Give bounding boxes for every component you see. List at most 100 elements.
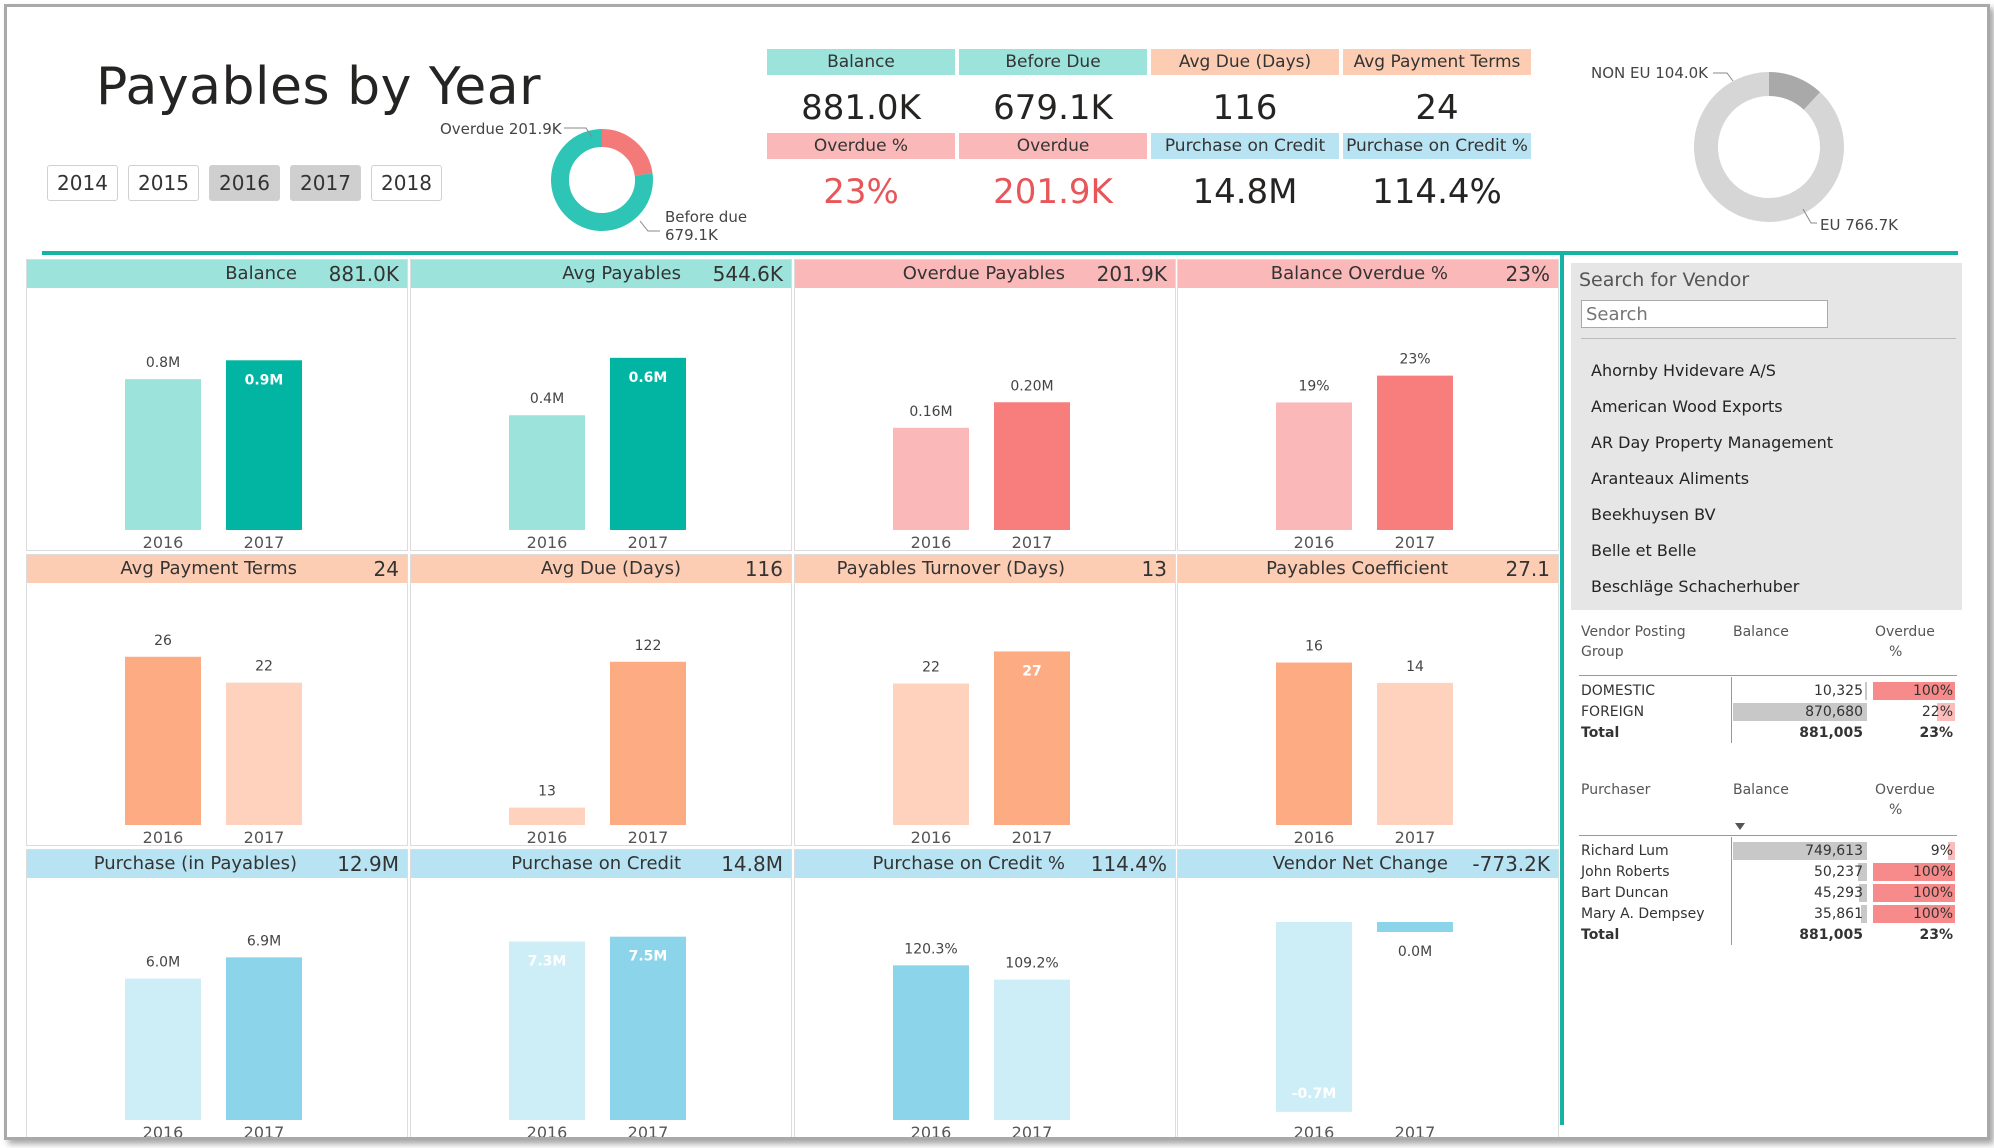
card-value: 116 bbox=[744, 557, 783, 581]
kpi-value-before-due: 679.1K bbox=[993, 88, 1113, 128]
total-label: Total bbox=[1581, 725, 1620, 741]
kpi-value-overdue: 201.9K bbox=[993, 172, 1113, 212]
card-title: Avg Due (Days) bbox=[540, 558, 681, 579]
row-name[interactable]: FOREIGN bbox=[1581, 704, 1645, 720]
bar-2016[interactable] bbox=[1276, 662, 1352, 825]
card-value: -773.2K bbox=[1472, 852, 1550, 876]
bar-2017[interactable] bbox=[994, 979, 1070, 1120]
bar-2017[interactable] bbox=[1377, 922, 1453, 932]
row-name[interactable]: Mary A. Dempsey bbox=[1581, 906, 1705, 922]
bar-2017[interactable] bbox=[1377, 375, 1453, 530]
bar-2016[interactable] bbox=[1276, 922, 1352, 1112]
card-purchase-on-credit: Purchase on Credit % 114.4% 120.3% 2016 109.… bbox=[794, 849, 1176, 1137]
header-col1[interactable]: Vendor Posting bbox=[1581, 624, 1686, 640]
bar-2017[interactable] bbox=[226, 682, 302, 825]
data-label-2016: 0.4M bbox=[530, 391, 564, 407]
year-button-2015[interactable]: 2015 bbox=[128, 165, 199, 201]
bar-2016[interactable] bbox=[125, 978, 201, 1120]
total-overdue: 23% bbox=[1919, 725, 1953, 741]
overdue-donut-label: Overdue 201.9K bbox=[440, 120, 562, 138]
vendor-item[interactable]: Aranteaux Aliments bbox=[1591, 469, 1750, 488]
bar-2016[interactable] bbox=[509, 415, 585, 530]
before-due-label: Before due bbox=[665, 208, 748, 226]
header-balance[interactable]: Balance bbox=[1733, 624, 1789, 640]
tick-label-2016: 2016 bbox=[143, 533, 184, 550]
column-separator bbox=[1731, 837, 1732, 945]
vendor-item[interactable]: Beekhuysen BV bbox=[1591, 505, 1716, 524]
year-button-2017[interactable]: 2017 bbox=[290, 165, 361, 201]
card-value: 544.6K bbox=[712, 262, 783, 286]
dashboard-frame: Payables by Year 2014 2015 2016 2017 2018 Ov… bbox=[4, 4, 1990, 1140]
year-button-2014[interactable]: 2014 bbox=[47, 165, 118, 201]
kpi-label-balance: Balance bbox=[767, 49, 955, 75]
card-value: 201.9K bbox=[1096, 262, 1167, 286]
bar-2016[interactable] bbox=[509, 807, 585, 825]
row-name[interactable]: Bart Duncan bbox=[1581, 885, 1669, 901]
header-overdue-pct[interactable]: % bbox=[1889, 802, 1903, 818]
overdue-bar bbox=[1936, 703, 1955, 721]
bar-2016[interactable] bbox=[893, 965, 969, 1120]
vendor-item[interactable]: American Wood Exports bbox=[1591, 397, 1783, 416]
bar-chart-overdue-payables: 0.16M 2016 0.20M 2017 bbox=[893, 378, 1070, 550]
kpi-label-avg-payment-terms: Avg Payment Terms bbox=[1343, 49, 1531, 75]
bar-2017[interactable] bbox=[226, 360, 302, 530]
header-overdue-pct[interactable]: % bbox=[1889, 644, 1903, 660]
vendor-search-input[interactable] bbox=[1581, 300, 1828, 328]
bar-chart-purchase-on-credit: 7.3M 2016 7.5M 2017 bbox=[509, 936, 686, 1140]
vendor-item[interactable]: Ahornby Hvidevare A/S bbox=[1591, 361, 1776, 380]
region-donut-leaders bbox=[1713, 72, 1817, 224]
card-title: Avg Payables bbox=[562, 263, 681, 284]
row-balance: 870,680 bbox=[1805, 704, 1863, 720]
card-header: Balance Overdue % 23% bbox=[1178, 260, 1558, 288]
row-name[interactable]: Richard Lum bbox=[1581, 843, 1669, 859]
card-title: Overdue Payables bbox=[902, 263, 1065, 284]
vendor-item[interactable]: Belle et Belle bbox=[1591, 541, 1697, 560]
bar-2017[interactable] bbox=[994, 402, 1070, 530]
header-overdue[interactable]: Overdue bbox=[1875, 782, 1935, 798]
purchaser-table: Purchaser Balance Overdue% Richard Lum 749,6… bbox=[1579, 773, 1959, 945]
card-purchase-in-payables: Purchase (in Payables) 12.9M 6.0M 2016 6.9M 2… bbox=[26, 849, 408, 1137]
year-button-2018[interactable]: 2018 bbox=[371, 165, 442, 201]
kpi-label-overdue: Overdue % bbox=[767, 133, 955, 159]
bar-2017[interactable] bbox=[610, 357, 686, 530]
bar-2016[interactable] bbox=[125, 379, 201, 530]
row-name[interactable]: DOMESTIC bbox=[1581, 683, 1656, 699]
bar-2016[interactable] bbox=[893, 683, 969, 825]
year-button-2016[interactable]: 2016 bbox=[209, 165, 280, 201]
header-col1-line2[interactable]: Group bbox=[1581, 644, 1624, 660]
bar-2017[interactable] bbox=[226, 957, 302, 1120]
card-header: Vendor Net Change -773.2K bbox=[1178, 850, 1558, 878]
header-overdue[interactable]: Overdue bbox=[1875, 624, 1935, 640]
row-overdue: 100% bbox=[1912, 885, 1953, 901]
tick-label-2017: 2017 bbox=[628, 828, 669, 845]
card-overdue-payables: Overdue Payables 201.9K 0.16M 2016 0.20M 2017 bbox=[794, 259, 1176, 551]
bar-2017[interactable] bbox=[610, 661, 686, 825]
search-separator bbox=[1581, 338, 1956, 339]
card-vendor-net-change: Vendor Net Change -773.2K -0.7M 2016 0.0M 201… bbox=[1177, 849, 1559, 1137]
vendor-item[interactable]: Beschläge Schacherhuber bbox=[1591, 577, 1800, 596]
bar-chart-avg-payables: 0.4M 2016 0.6M 2017 bbox=[509, 357, 686, 550]
bar-2016[interactable] bbox=[509, 941, 585, 1120]
data-label-2016: 7.3M bbox=[528, 954, 567, 970]
bar-2016[interactable] bbox=[1276, 402, 1352, 530]
bar-2016[interactable] bbox=[893, 427, 969, 530]
data-label-2017: 109.2% bbox=[1005, 956, 1058, 972]
card-title: Avg Payment Terms bbox=[120, 558, 297, 579]
bar-2017[interactable] bbox=[1377, 682, 1453, 825]
sort-descending-icon[interactable] bbox=[1735, 823, 1745, 830]
row-name[interactable]: John Roberts bbox=[1581, 864, 1670, 880]
tick-label-2016: 2016 bbox=[1294, 533, 1335, 550]
bar-2017[interactable] bbox=[610, 936, 686, 1120]
bar-2016[interactable] bbox=[125, 656, 201, 825]
bar-2017[interactable] bbox=[994, 651, 1070, 825]
data-label-2017: 122 bbox=[635, 638, 662, 654]
card-value: 13 bbox=[1141, 557, 1167, 581]
row-balance: 45,293 bbox=[1814, 885, 1863, 901]
card-avg-payment-terms: Avg Payment Terms 24 26 2016 22 2017 bbox=[26, 554, 408, 846]
header-balance[interactable]: Balance bbox=[1733, 782, 1789, 798]
overdue-bar bbox=[1873, 905, 1955, 923]
header-col1[interactable]: Purchaser bbox=[1581, 782, 1651, 798]
vendor-item[interactable]: AR Day Property Management bbox=[1591, 433, 1834, 452]
vendor-search-panel: Search for Vendor Ahornby Hvidevare A/S A… bbox=[1571, 263, 1962, 610]
tick-label-2016: 2016 bbox=[527, 1123, 568, 1140]
